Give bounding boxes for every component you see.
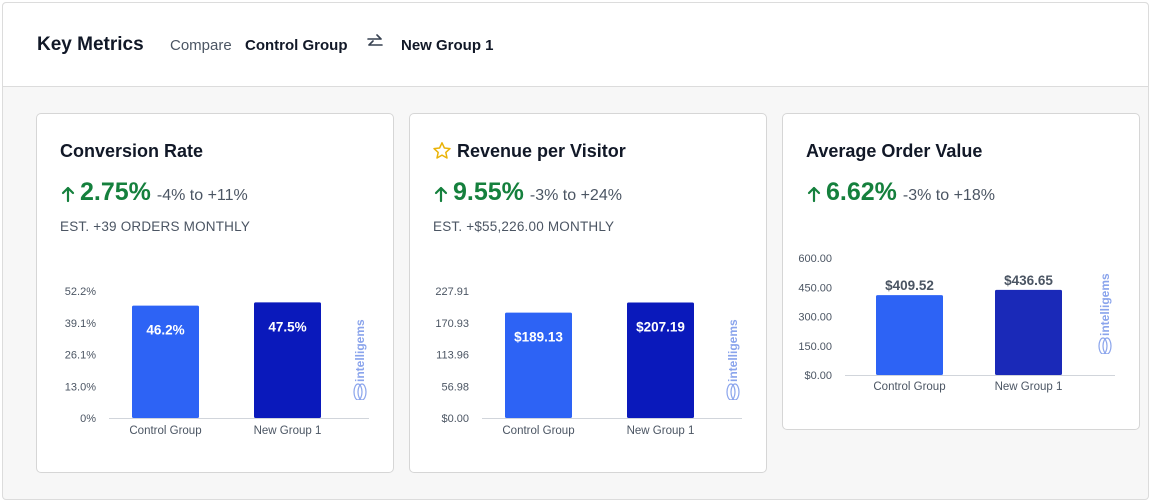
bar-value-label: 47.5% [268, 319, 306, 334]
y-tick-label: 450.00 [798, 282, 832, 294]
bar-value-label: $436.65 [1004, 273, 1053, 288]
card-title: Revenue per Visitor [457, 141, 626, 161]
watermark-text: intelligems [1098, 273, 1112, 336]
y-tick-label: $0.00 [441, 413, 469, 425]
arrow-up-icon [434, 186, 448, 203]
control-group-selector[interactable]: Control Group [245, 37, 348, 54]
new-group-selector[interactable]: New Group 1 [401, 37, 494, 54]
lift-range: -3% to +24% [529, 187, 622, 204]
lift-value: 2.75% [80, 178, 151, 206]
bar-new-group-1 [995, 289, 1062, 375]
intelligems-logo-icon [726, 383, 740, 400]
bar-new-group-1 [627, 302, 694, 418]
bar-value-label: $409.52 [885, 278, 934, 293]
lift-range: -4% to +11% [156, 187, 248, 204]
lift-value: 9.55% [453, 178, 524, 206]
y-tick-label: $0.00 [804, 370, 832, 382]
bar-chart: 0% 13.0% 26.1% 39.1% 52.2% 46.2% Control Group… [65, 286, 369, 437]
x-category-label: Control Group [873, 381, 945, 393]
lift-row: 2.75% -4% to +11% [60, 178, 248, 210]
x-category-label: Control Group [502, 425, 574, 437]
metric-card-average-order-value: Average Order Value 6.62% -3% to +18% $0… [782, 113, 1140, 430]
y-tick-label: 227.91 [435, 286, 469, 298]
y-tick-label: 52.2% [65, 286, 96, 298]
bar-control-group [132, 305, 199, 418]
card-title: Conversion Rate [60, 141, 204, 161]
y-tick-label: 300.00 [798, 312, 832, 324]
bar-new-group-1 [254, 302, 321, 418]
y-tick-label: 150.00 [798, 341, 832, 353]
card-title: Average Order Value [806, 141, 983, 161]
bar-value-label: $207.19 [636, 320, 685, 335]
arrow-up-icon [61, 186, 75, 203]
metric-card-revenue-per-visitor: Revenue per Visitor 9.55% -3% to +24% ES… [409, 113, 767, 473]
watermark-text: intelligems [726, 319, 740, 382]
y-tick-label: 26.1% [65, 350, 96, 362]
watermark-text: intelligems [353, 319, 367, 382]
swap-icon[interactable] [366, 33, 384, 51]
estimate-text: EST. +$55,226.00 MONTHLY [433, 219, 615, 234]
key-metrics-header: Key Metrics Compare Control Group New Gr… [3, 3, 1148, 87]
metric-card-conversion-rate: Conversion Rate 2.75% -4% to +11% EST. +… [36, 113, 394, 473]
y-tick-label: 113.96 [436, 350, 469, 362]
x-category-label: New Group 1 [254, 425, 322, 437]
bar-chart: $0.00 150.00 300.00 450.00 600.00 $409.52 Cont… [798, 253, 1115, 393]
compare-label: Compare [170, 37, 232, 54]
lift-value: 6.62% [826, 178, 897, 206]
lift-row: 6.62% -3% to +18% [806, 178, 995, 210]
bar-control-group [876, 295, 943, 375]
y-tick-label: 56.98 [441, 381, 469, 393]
y-tick-label: 39.1% [65, 318, 96, 330]
y-tick-label: 170.93 [435, 318, 469, 330]
x-category-label: New Group 1 [627, 425, 695, 437]
bar-chart: $0.00 56.98 113.96 170.93 227.91 $189.13 Contr… [435, 286, 742, 437]
x-category-label: New Group 1 [995, 381, 1063, 393]
y-tick-label: 13.0% [65, 381, 96, 393]
y-tick-label: 0% [80, 413, 96, 425]
intelligems-logo-icon [1098, 337, 1112, 354]
arrow-up-icon [807, 186, 821, 203]
x-category-label: Control Group [129, 425, 201, 437]
bar-value-label: $189.13 [514, 330, 563, 345]
bar-control-group [505, 312, 572, 418]
intelligems-logo-icon [353, 383, 367, 400]
intelligems-watermark: intelligems [1098, 273, 1112, 354]
lift-row: 9.55% -3% to +24% [433, 178, 622, 210]
estimate-text: EST. +39 ORDERS MONTHLY [60, 219, 251, 234]
page-title: Key Metrics [37, 34, 144, 55]
intelligems-watermark: intelligems [726, 319, 740, 400]
star-icon[interactable] [432, 141, 452, 161]
intelligems-watermark: intelligems [353, 319, 367, 400]
bar-value-label: 46.2% [146, 323, 184, 338]
y-tick-label: 600.00 [798, 253, 832, 265]
lift-range: -3% to +18% [902, 187, 995, 204]
